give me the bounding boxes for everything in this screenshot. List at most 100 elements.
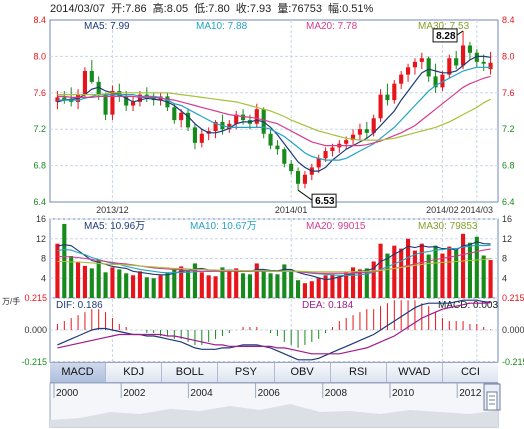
volume-bar [316,278,321,298]
tab-boll[interactable]: BOLL [162,363,219,382]
volume-bar [220,267,225,298]
candle-body [351,134,356,141]
candle-body [426,58,431,77]
date-tick-label: 2014/02 [426,205,459,215]
macd-line-dif [57,299,491,361]
candle-body [296,171,301,184]
tab-obv[interactable]: OBV [275,363,331,382]
price-tick-left: 6.4 [33,197,46,207]
volume-bar [137,271,142,298]
candle-body [254,109,259,124]
candle-body [82,70,87,95]
timeline-year-label: 2010 [392,388,415,399]
ma-line-ma30 [57,92,491,141]
candle-body [172,107,177,121]
candle-body [275,145,280,150]
volume-bar [385,253,390,298]
macd-lines [57,299,491,361]
volume-bar [110,267,115,298]
date-tick-label: 2013/12 [96,205,129,215]
dif-label: DIF: 0.186 [56,300,103,311]
volume-bar [406,238,411,298]
macd-tick-left: 0.000 [24,325,47,335]
volume-bar [309,281,314,298]
volume-tick-right: 16 [502,214,512,224]
candle-body [241,114,246,121]
volume-bar [124,273,129,298]
macd-tick-right: 0.000 [502,325,524,335]
candle-body [406,67,411,75]
volume-bar [158,275,163,298]
candle-body [385,94,390,101]
volume-bar [412,250,417,298]
candle-body [282,149,287,164]
volume-tick-left: 4 [41,273,46,283]
header-volume: 76753 [291,3,322,15]
volume-bar [234,268,239,298]
candle-body [454,58,459,66]
tab-wvad[interactable]: WVAD [387,363,443,382]
candle-body [316,158,321,168]
volume-axis: 16 16 12 12 8 8 4 4 [36,214,512,283]
candle-body [192,127,197,143]
volume-bar [440,253,445,298]
volume-bar [131,275,136,298]
macd-tick-right: -0.215 [502,357,524,367]
candle-body [289,163,294,172]
vol-ma5-label: MA5: 10.96万 [84,221,145,232]
candle-body [357,129,362,135]
volume-tick-left: 8 [41,254,46,264]
candle-body [227,123,232,130]
volume-bar [481,255,486,298]
candle-body [179,112,184,121]
tab-macd[interactable]: MACD [50,363,107,382]
volume-bar [447,246,452,298]
volume-bar [213,276,218,298]
macd-tick-left: -0.215 [21,357,47,367]
header-close: 7.93 [250,3,271,15]
header-date: 2014/03/07 [50,3,105,15]
ma10-label: MA10: 7.88 [196,21,248,32]
dea-label: DEA: 0.184 [302,300,354,311]
volume-bar [337,276,342,298]
timeline-slider-handle[interactable] [483,383,501,411]
timeline-year-label: 2012 [459,388,482,399]
macd-line-dea [57,302,491,355]
timeline-year-label: 2008 [325,388,348,399]
volume-tick-right: 8 [502,254,507,264]
candle-body [474,52,479,62]
candle-body [89,70,94,82]
candle-body [110,90,115,115]
macd-label: MACD: 0.003 [438,300,498,311]
volume-bar [296,280,301,298]
volume-bar [76,262,81,298]
macd-tick-right: 0.215 [502,293,524,303]
moving-average-lines [57,55,491,172]
price-tick-left: 8.4 [33,15,46,25]
ma30-label: MA30: 7.53 [418,21,470,32]
candle-body [481,61,486,64]
candle-body [117,90,122,97]
ma20-label: MA20: 7.78 [306,21,358,32]
volume-bar [165,272,170,298]
candle-body [234,114,239,124]
tab-kdj[interactable]: KDJ [106,363,163,382]
volume-bar [89,268,94,298]
volume-bar [344,272,349,298]
volume-bar [247,274,252,298]
timeline-year-label: 2004 [190,388,213,399]
candle-body [433,76,438,88]
volume-bar [351,267,356,298]
tab-cci[interactable]: CCI [460,366,480,378]
candle-body [399,74,404,84]
volume-bar [392,245,397,298]
tab-psy[interactable]: PSY [218,363,275,382]
candle-body [131,101,136,106]
candle-body [268,133,273,146]
macd-histogram [56,300,492,348]
volume-bar [433,245,438,298]
volume-bar [261,270,266,298]
candle-body [137,94,142,102]
tab-rsi[interactable]: RSI [331,363,387,382]
volume-bar [144,277,149,298]
